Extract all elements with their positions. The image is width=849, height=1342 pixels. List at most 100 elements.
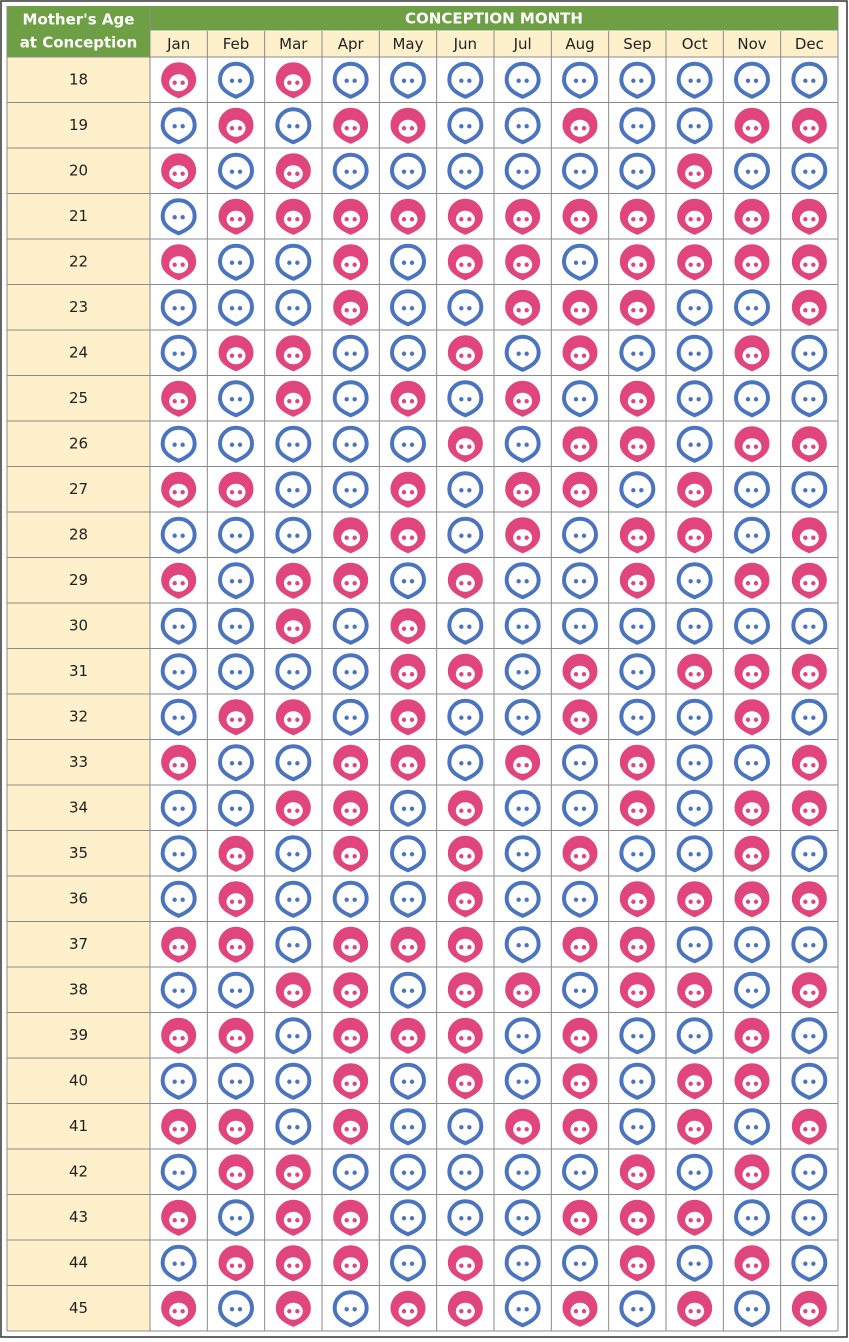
icon-eye <box>229 353 235 358</box>
icon-head <box>619 1062 656 1100</box>
icon-face <box>398 938 418 956</box>
icon-eye <box>352 169 357 174</box>
icon-eye <box>459 262 464 267</box>
icon-eye <box>573 1261 579 1266</box>
girl-icon <box>791 881 827 918</box>
icon-eye <box>745 581 751 586</box>
girl-icon <box>218 1245 254 1282</box>
icon-eye <box>229 306 235 311</box>
icon-face <box>513 392 533 410</box>
icon-eye <box>811 262 816 267</box>
boy-icon <box>561 1153 599 1191</box>
icon-eye <box>811 990 816 995</box>
girl-icon <box>218 471 254 508</box>
icon-eye <box>287 399 292 404</box>
icon-head <box>733 1199 771 1237</box>
boy-icon <box>676 425 713 463</box>
age-label: 29 <box>69 571 88 589</box>
icon-eye <box>688 806 693 811</box>
icon-face <box>513 756 533 774</box>
icon-face <box>455 1075 475 1093</box>
boy-icon <box>733 607 771 645</box>
icon-eye <box>524 715 529 720</box>
icon-head <box>676 789 713 827</box>
boy-icon <box>217 1290 255 1328</box>
boy-icon <box>619 1108 656 1146</box>
icon-eye <box>516 897 521 902</box>
icon-eye <box>631 945 636 950</box>
girl-icon <box>275 608 311 645</box>
icon-eye <box>516 943 521 948</box>
icon-eye <box>631 1307 636 1312</box>
icon-eye <box>811 397 816 402</box>
icon-face <box>283 392 303 410</box>
age-label: 39 <box>69 1026 88 1044</box>
girl-icon <box>791 562 827 599</box>
icon-eye <box>237 717 243 722</box>
icon-head <box>504 880 541 918</box>
icon-eye <box>639 535 644 540</box>
icon-eye <box>639 488 644 493</box>
icon-eye <box>516 1307 521 1312</box>
icon-eye <box>581 217 587 222</box>
icon-eye <box>401 399 407 404</box>
icon-eye <box>631 1172 636 1177</box>
icon-head <box>504 107 541 145</box>
age-label: 25 <box>69 389 88 407</box>
icon-head <box>160 516 197 554</box>
icon-eye <box>401 945 407 950</box>
icon-eye <box>180 806 185 811</box>
boy-icon <box>332 653 369 691</box>
icon-eye <box>639 444 644 449</box>
boy-icon <box>447 1108 484 1146</box>
boy-icon <box>332 152 369 190</box>
icon-face <box>341 1075 361 1093</box>
girl-icon <box>677 198 713 235</box>
icon-eye <box>352 262 357 267</box>
boy-icon <box>447 698 484 736</box>
icon-head <box>217 380 255 418</box>
icon-head <box>275 835 312 873</box>
icon-eye <box>467 488 472 493</box>
icon-eye <box>581 717 587 722</box>
boy-icon <box>791 334 828 372</box>
icon-eye <box>352 624 357 629</box>
icon-head <box>332 607 369 645</box>
icon-eye <box>344 169 349 174</box>
icon-eye <box>745 1172 751 1177</box>
icon-eye <box>753 533 759 538</box>
icon-face <box>799 438 819 456</box>
icon-eye <box>745 1081 751 1086</box>
girl-icon <box>161 153 197 190</box>
icon-eye <box>696 124 701 129</box>
icon-eye <box>459 78 464 83</box>
boy-icon <box>160 107 197 145</box>
icon-face <box>455 938 475 956</box>
girl-icon <box>562 926 598 963</box>
icon-eye <box>688 1127 693 1132</box>
icon-eye <box>753 624 759 629</box>
girl-icon <box>275 1154 311 1191</box>
girl-icon <box>447 972 483 1009</box>
icon-eye <box>409 1125 415 1130</box>
age-label: 21 <box>69 207 88 225</box>
girl-icon <box>447 1290 483 1327</box>
girl-icon <box>333 926 369 963</box>
boy-icon <box>619 1290 656 1328</box>
icon-eye <box>409 579 415 584</box>
icon-face <box>226 938 246 956</box>
icon-eye <box>631 670 636 675</box>
icon-eye <box>352 488 357 493</box>
boy-icon <box>275 835 312 873</box>
icon-head <box>733 1108 771 1146</box>
icon-eye <box>295 442 300 447</box>
icon-eye <box>295 533 300 538</box>
icon-face <box>570 483 590 501</box>
icon-eye <box>753 397 759 402</box>
icon-head <box>160 880 197 918</box>
icon-eye <box>524 670 529 675</box>
icon-face <box>398 529 418 547</box>
icon-eye <box>344 581 349 586</box>
icon-eye <box>287 217 292 222</box>
